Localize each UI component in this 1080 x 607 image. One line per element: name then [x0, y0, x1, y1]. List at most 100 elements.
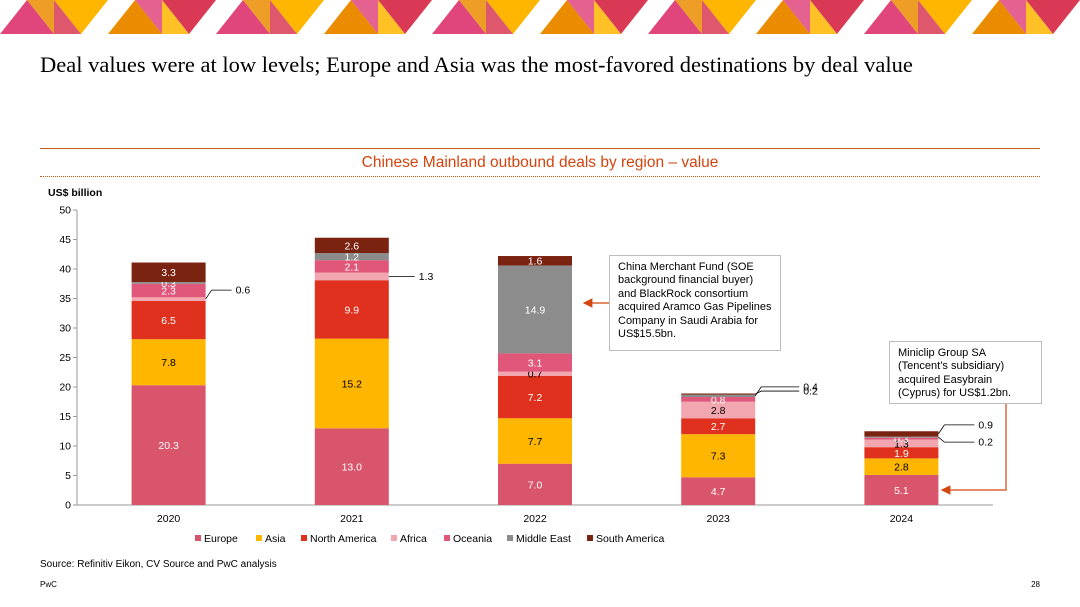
data-label-leader — [205, 289, 232, 300]
bar-segment-middle-east — [498, 265, 572, 354]
banner-triangle — [0, 0, 54, 34]
data-label-leader — [938, 424, 975, 435]
legend-label: Africa — [400, 533, 427, 545]
banner-triangle — [108, 0, 162, 34]
bar-segment-europe — [681, 477, 756, 505]
data-label: 7.7 — [528, 436, 543, 448]
banner-triangle — [270, 0, 297, 34]
legend-label: Middle East — [516, 533, 571, 545]
legend-label: South America — [596, 533, 664, 545]
data-label: 1.3 — [419, 271, 434, 283]
banner-triangle — [378, 0, 405, 34]
source-note: Source: Refinitiv Eikon, CV Source and P… — [40, 559, 277, 570]
bar-segment-south-america — [314, 237, 389, 254]
data-label: 1.2 — [344, 252, 359, 264]
legend-label: North America — [310, 533, 377, 545]
y-axis-unit-label: US$ billion — [48, 187, 102, 199]
y-tick-label: 45 — [59, 234, 71, 246]
legend-swatch — [195, 535, 201, 541]
data-label: 1.3 — [894, 438, 909, 450]
banner-triangle — [486, 0, 540, 34]
bar-segment-oceania — [681, 397, 756, 402]
banner-triangle — [540, 0, 594, 34]
x-tick-label: 2020 — [157, 513, 181, 525]
bar-segment-middle-east — [314, 253, 389, 261]
data-label: 2.6 — [344, 240, 359, 252]
bar-segment-oceania — [131, 283, 206, 298]
data-label: 7.8 — [161, 357, 176, 369]
banner-triangle — [999, 0, 1026, 34]
banner-triangle — [756, 0, 810, 34]
bar-segment-north-america — [681, 418, 756, 435]
banner-triangle — [459, 0, 486, 34]
title-rule — [40, 148, 1040, 149]
bar-segment-north-america — [314, 280, 389, 339]
data-label: 0.8 — [711, 394, 726, 406]
bar-segment-africa — [131, 297, 206, 301]
banner-triangle — [378, 0, 432, 34]
x-tick-label: 2023 — [707, 513, 731, 525]
bar-segment-north-america — [864, 447, 939, 459]
data-label: 9.9 — [344, 304, 359, 316]
banner-triangle — [216, 0, 270, 34]
bar-segment-asia — [314, 338, 389, 429]
banner-triangle — [1026, 0, 1080, 34]
banner-triangle — [918, 0, 945, 34]
banner-triangle — [324, 0, 378, 34]
bar-segment-south-america — [131, 262, 206, 282]
bar-segment-north-america — [131, 300, 206, 340]
data-label: 0.2 — [978, 437, 993, 449]
banner-triangle — [135, 0, 162, 34]
banner-triangle — [54, 0, 81, 34]
legend-label: Oceania — [453, 533, 492, 545]
data-label: 2.8 — [711, 405, 726, 417]
bar-segment-asia — [498, 418, 572, 464]
data-label: 0.2 — [803, 386, 818, 398]
data-label: 3.3 — [161, 267, 176, 279]
bar-segment-south-america — [681, 393, 756, 395]
legend-swatch — [391, 535, 397, 541]
legend-swatch — [507, 535, 513, 541]
banner-triangle — [918, 0, 972, 34]
bar-segment-north-america — [498, 375, 572, 419]
banner-triangle — [810, 0, 864, 34]
data-label: 15.2 — [342, 378, 363, 390]
banner-triangle — [594, 0, 648, 34]
data-label: 3.1 — [528, 358, 543, 370]
bar-segment-middle-east — [131, 281, 206, 284]
banner-triangle — [486, 0, 513, 34]
data-label: 13.0 — [342, 462, 363, 474]
page-number: 28 — [1031, 580, 1040, 589]
x-tick-label: 2022 — [523, 513, 547, 525]
banner-triangle — [810, 0, 837, 34]
banner-triangle — [702, 0, 756, 34]
legend-swatch — [256, 535, 262, 541]
data-label-leader — [938, 436, 975, 443]
bar-segment-south-america — [864, 431, 939, 437]
bar-segment-middle-east — [681, 394, 756, 398]
callout-middle-east-deal: China Merchant Fund (SOE background fina… — [609, 255, 781, 351]
banner-triangle — [54, 0, 108, 34]
banner-triangle — [891, 0, 918, 34]
banner-triangle — [864, 0, 918, 34]
bar-segment-oceania — [864, 437, 939, 440]
data-label: 0.4 — [803, 381, 818, 393]
data-label: 1.9 — [894, 448, 909, 460]
y-tick-label: 5 — [65, 470, 71, 482]
y-tick-label: 20 — [59, 382, 71, 394]
data-label: 2.1 — [344, 261, 359, 273]
banner-triangle — [432, 0, 486, 34]
brand-label: PwC — [40, 580, 57, 589]
banner-triangle — [972, 0, 1026, 34]
callout-arrow — [940, 404, 1007, 495]
y-tick-label: 35 — [59, 293, 71, 305]
legend-swatch — [301, 535, 307, 541]
bar-segment-middle-east — [864, 436, 939, 438]
banner-triangle — [675, 0, 702, 34]
banner-triangle — [162, 0, 189, 34]
title-dotted-rule — [40, 176, 1040, 177]
data-label: 7.2 — [528, 392, 543, 404]
banner-triangle — [162, 0, 216, 34]
data-label: 5.1 — [894, 485, 909, 497]
callout-europe-deal: Miniclip Group SA (Tencent’s subsidiary)… — [889, 341, 1042, 404]
